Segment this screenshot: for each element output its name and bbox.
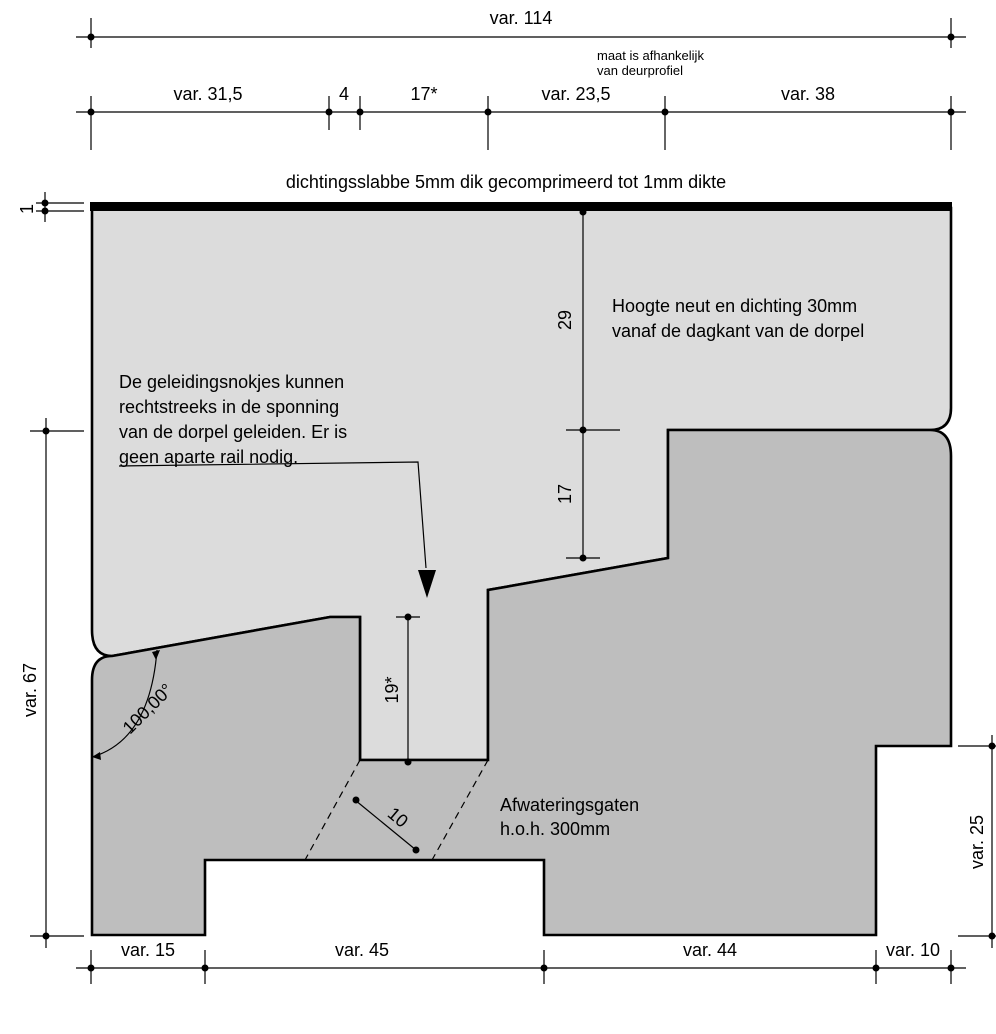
left-height-dimension — [30, 418, 84, 948]
nose-note-line-2: vanaf de dagkant van de dorpel — [612, 321, 864, 341]
top-total-dimension — [76, 18, 966, 48]
bottom-dim-2: var. 45 — [335, 940, 389, 960]
seal-thickness-dimension — [36, 192, 84, 222]
top-dim-2: 4 — [339, 84, 349, 104]
seal-thickness-label: 1 — [17, 204, 37, 214]
groove-depth-label: 19* — [382, 676, 402, 703]
seal-strip-note: dichtingsslabbe 5mm dik gecomprimeerd to… — [286, 172, 726, 192]
drain-note-line-1: Afwateringsgaten — [500, 795, 639, 815]
right-height-label: var. 25 — [967, 815, 987, 869]
bottom-dim-4: var. 10 — [886, 940, 940, 960]
right-height-dimension — [958, 735, 996, 948]
top-dim-5: var. 38 — [781, 84, 835, 104]
angle-arc — [91, 649, 158, 758]
top-dim-4: var. 23,5 — [541, 84, 610, 104]
upper-height-label: 29 — [555, 310, 575, 330]
nose-height-dimension — [566, 208, 620, 562]
guide-note-leader — [118, 461, 427, 569]
drain-width-dimension — [352, 796, 420, 854]
guide-note-line-2: rechtstreeks in de sponning — [119, 397, 339, 417]
profile-note-line-2: van deurprofiel — [597, 63, 683, 78]
total-width-label: var. 114 — [490, 8, 553, 28]
guide-note-line-1: De geleidingsnokjes kunnen — [119, 372, 344, 392]
top-dim-3: 17* — [410, 84, 437, 104]
bottom-segment-dimensions — [76, 950, 966, 984]
guide-note-line-3: van de dorpel geleiden. Er is — [119, 422, 347, 442]
top-dim-1: var. 31,5 — [173, 84, 242, 104]
seal-strip — [90, 202, 952, 211]
top-segment-dimensions — [76, 96, 966, 150]
bottom-dim-1: var. 15 — [121, 940, 175, 960]
bottom-dim-3: var. 44 — [683, 940, 737, 960]
guide-note-line-4: geen aparte rail nodig. — [119, 447, 298, 467]
nose-note-line-1: Hoogte neut en dichting 30mm — [612, 296, 857, 316]
profile-note-line-1: maat is afhankelijk — [597, 48, 704, 63]
sill-shape — [90, 428, 953, 937]
drain-note-line-2: h.o.h. 300mm — [500, 819, 610, 839]
left-height-label: var. 67 — [20, 663, 40, 717]
groove-depth-dimension — [396, 613, 420, 766]
step-height-label: 17 — [555, 484, 575, 504]
guide-note-arrowhead — [418, 570, 436, 598]
